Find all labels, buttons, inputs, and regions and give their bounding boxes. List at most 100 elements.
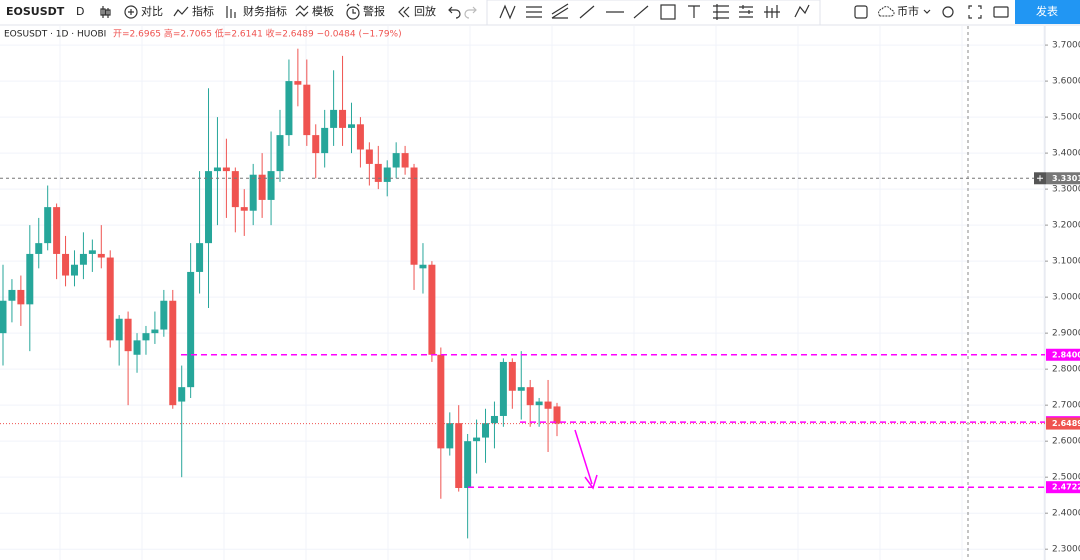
arrow-head <box>584 474 598 490</box>
layout-button[interactable] <box>854 5 868 19</box>
market-caret <box>923 9 931 14</box>
legend-symbol: EOSUSDT · 1D · HUOBI <box>4 30 106 40</box>
financials-button[interactable]: 财务指标 <box>243 4 287 18</box>
draw-pitchfork[interactable] <box>551 3 569 19</box>
draw-text[interactable] <box>688 5 700 18</box>
market-icon <box>878 6 895 17</box>
indicators-button[interactable]: 指标 <box>192 4 214 18</box>
templates-icon <box>295 5 309 17</box>
chart-style-button[interactable] <box>100 6 111 18</box>
indicators-icon <box>173 6 189 17</box>
candle-body <box>276 135 284 172</box>
candle-body <box>115 318 123 341</box>
legend-ohlc: 开=2.6965 高=2.7065 低=2.6141 收=2.6489 −0.0… <box>113 28 402 40</box>
fullscreen-button[interactable] <box>968 5 982 19</box>
candle-body <box>0 300 7 334</box>
candle-body <box>464 441 472 488</box>
settings-button[interactable] <box>942 6 954 18</box>
candle-body <box>374 163 382 182</box>
plot-area: 3.7000 3.6000 3.5000 3.4000 3.3000 3.2000 3.10… <box>0 26 1080 560</box>
candle-body <box>187 271 195 388</box>
candle-body <box>97 253 105 258</box>
candle-body <box>196 243 204 272</box>
level-tag-label: 2.4722 <box>1052 483 1080 492</box>
templates-button[interactable]: 模板 <box>312 4 334 18</box>
candle-body <box>294 81 302 85</box>
candle-body <box>490 415 498 424</box>
candle-body <box>160 300 168 330</box>
candle-body <box>517 387 525 391</box>
candle-body <box>499 361 507 416</box>
candle-body <box>70 264 78 276</box>
candle-body <box>303 84 311 136</box>
candle-body <box>79 253 87 265</box>
candle-body <box>365 149 373 164</box>
replay-icon <box>398 6 410 18</box>
candle-body <box>526 387 534 406</box>
candle-body <box>124 318 132 352</box>
candle-body <box>437 354 445 449</box>
snapshot-button[interactable] <box>993 6 1009 18</box>
y-tick-label: 3.7000 <box>1052 41 1080 51</box>
redo-button[interactable] <box>464 6 477 19</box>
draw-projection[interactable] <box>739 5 753 18</box>
draw-rect[interactable] <box>660 4 676 20</box>
replay-button[interactable]: 回放 <box>414 4 436 18</box>
candle-body <box>419 264 427 269</box>
symbol-button[interactable]: EOSUSDT <box>6 5 65 18</box>
compare-button[interactable]: 对比 <box>141 4 163 18</box>
publish-label: 发表 <box>1036 4 1058 18</box>
y-tick-label: 2.4000 <box>1052 509 1080 519</box>
draw-brush[interactable] <box>579 5 595 19</box>
alerts-icon <box>346 6 360 20</box>
candle-body <box>455 423 463 488</box>
undo-button[interactable] <box>448 6 461 19</box>
candle-body <box>249 174 257 211</box>
y-tick-label: 3.3000 <box>1052 185 1080 195</box>
candle-body <box>383 167 391 182</box>
candle-body <box>285 81 293 136</box>
candle-body <box>169 300 177 406</box>
level-tag <box>1046 172 1080 185</box>
financials-icon <box>226 6 236 18</box>
candle-body <box>330 109 338 128</box>
market-button[interactable]: 币市 <box>897 4 919 18</box>
candle-body <box>356 124 364 150</box>
candle-body <box>213 167 221 172</box>
draw-prediction[interactable] <box>764 5 780 18</box>
y-tick-label: 2.3000 <box>1052 545 1080 555</box>
candle-body <box>26 253 34 305</box>
candle-body <box>473 437 481 442</box>
candle-body <box>142 333 150 341</box>
candle-body <box>44 207 52 244</box>
candle-body <box>312 135 320 154</box>
interval-button[interactable]: D <box>76 5 84 18</box>
compare-icon <box>124 5 138 19</box>
arrow-annotation <box>574 429 593 485</box>
draw-shapes[interactable] <box>794 4 810 18</box>
candle-body <box>17 289 25 305</box>
candle-body <box>258 174 266 200</box>
candle-body <box>535 401 543 406</box>
y-tick-label: 2.9000 <box>1052 329 1080 339</box>
candle-body <box>205 171 213 244</box>
publish-button[interactable] <box>1015 0 1080 24</box>
candle-body <box>508 361 516 391</box>
candle-body <box>553 406 561 424</box>
y-tick-label: 3.4000 <box>1052 149 1080 159</box>
alerts-button[interactable]: 警报 <box>363 4 385 18</box>
crosshair-plus <box>1037 175 1043 182</box>
draw-pattern[interactable] <box>499 4 516 20</box>
candle-body <box>240 207 248 211</box>
draw-fib[interactable] <box>526 6 542 18</box>
alerts-hands <box>346 3 360 14</box>
draw-trendline[interactable] <box>633 5 649 19</box>
candle-body <box>446 423 454 449</box>
draw-measure[interactable] <box>713 4 729 20</box>
y-tick-label: 2.8000 <box>1052 365 1080 375</box>
candle-body <box>106 257 114 341</box>
candle-body <box>347 124 355 128</box>
candle-body <box>544 401 552 409</box>
y-tick-label: 3.5000 <box>1052 113 1080 123</box>
